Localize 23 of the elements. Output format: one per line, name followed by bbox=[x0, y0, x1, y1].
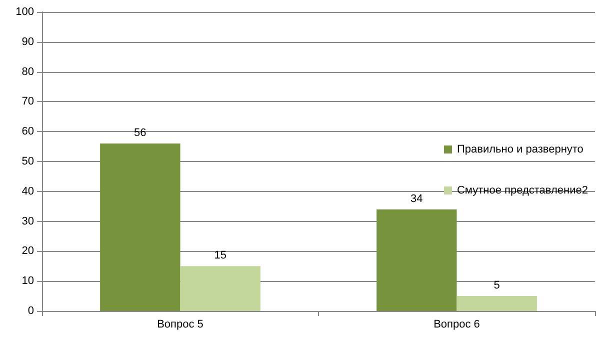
y-tick-label: 70 bbox=[22, 96, 34, 108]
y-tick-label: 40 bbox=[22, 185, 34, 198]
y-tick-label: 10 bbox=[22, 275, 34, 288]
bar bbox=[376, 209, 457, 311]
y-tick-label: 100 bbox=[16, 6, 34, 18]
bar bbox=[180, 266, 260, 311]
data-label: 15 bbox=[214, 250, 226, 262]
legend-label: Правильно и развернуто bbox=[456, 144, 584, 156]
y-tick-label: 50 bbox=[22, 156, 34, 168]
data-label: 5 bbox=[494, 280, 500, 292]
x-tick-label: Вопрос 6 bbox=[434, 318, 480, 330]
bar bbox=[100, 144, 180, 311]
data-label: 34 bbox=[410, 192, 423, 205]
y-tick-label: 0 bbox=[28, 305, 34, 317]
y-tick-label: 20 bbox=[22, 245, 34, 258]
bar bbox=[456, 296, 537, 311]
x-tick-label: Вопрос 5 bbox=[157, 318, 204, 330]
legend-label: Смутное представление2 bbox=[456, 184, 588, 196]
y-tick-label: 80 bbox=[22, 66, 34, 78]
y-tick-label: 90 bbox=[22, 36, 34, 48]
data-label: 56 bbox=[134, 127, 146, 140]
y-tick-label: 30 bbox=[22, 215, 34, 228]
y-tick-label: 60 bbox=[22, 126, 34, 138]
